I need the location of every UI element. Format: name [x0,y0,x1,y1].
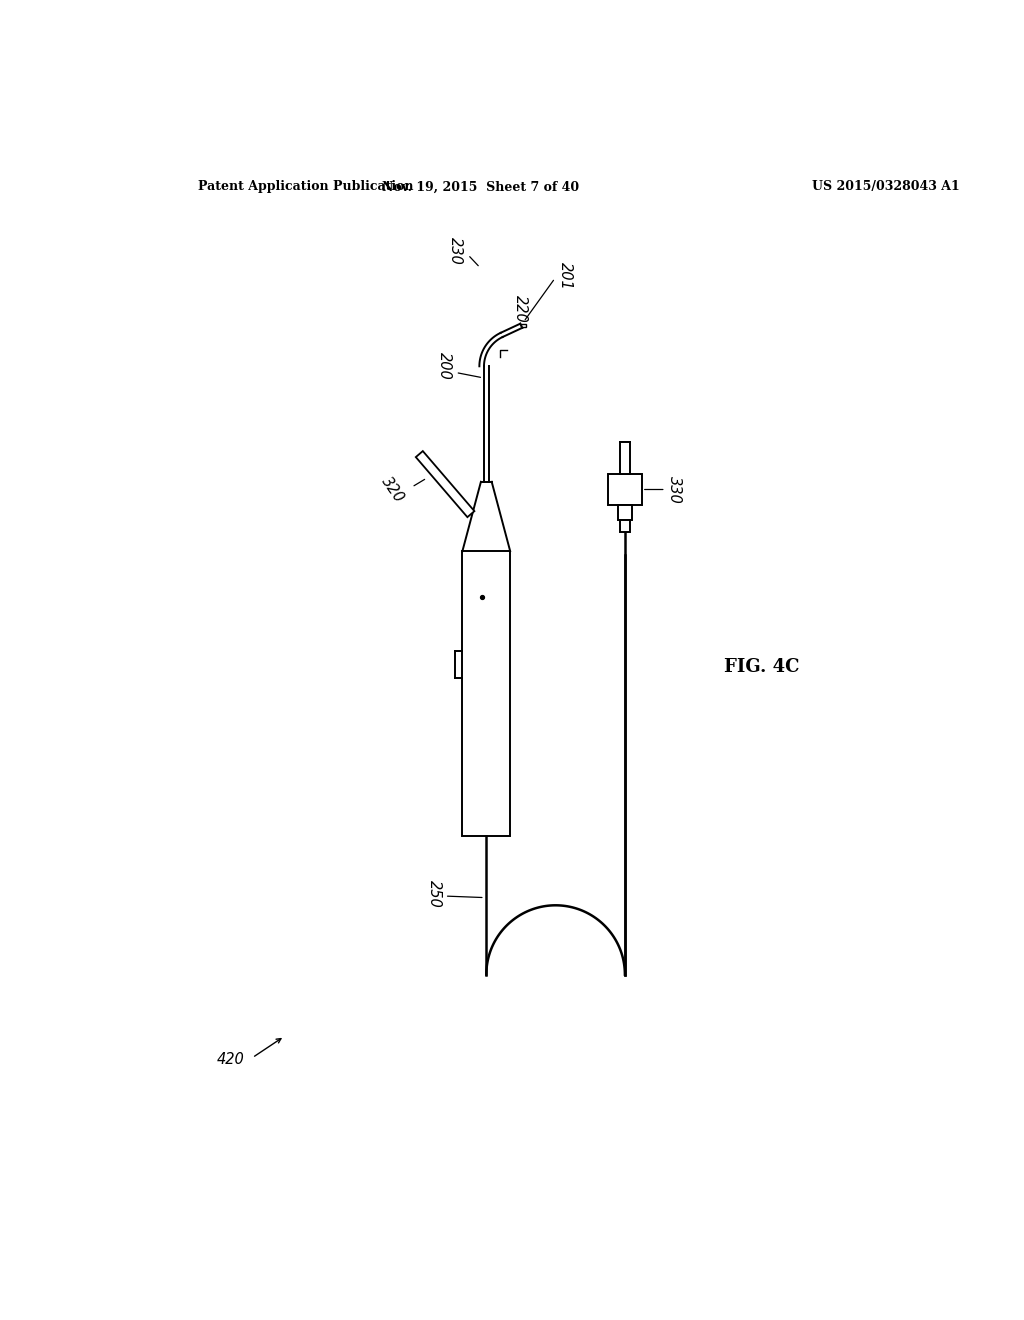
Bar [608,474,642,506]
Text: Nov. 19, 2015  Sheet 7 of 40: Nov. 19, 2015 Sheet 7 of 40 [382,181,580,194]
FancyBboxPatch shape [521,323,525,327]
Text: 420: 420 [217,1052,245,1067]
Polygon shape [416,451,474,517]
Bar [621,520,630,532]
Bar [463,552,510,836]
Text: 220: 220 [513,296,528,323]
Text: 330: 330 [668,475,682,503]
Text: 320: 320 [378,474,407,506]
Text: 230: 230 [449,236,463,265]
Bar [617,506,632,520]
Text: 201: 201 [558,261,573,289]
Text: 200: 200 [437,352,453,380]
Text: FIG. 4C: FIG. 4C [724,657,800,676]
Text: 250: 250 [427,880,442,908]
Text: Patent Application Publication: Patent Application Publication [199,181,414,194]
Bar [620,442,631,474]
Text: US 2015/0328043 A1: US 2015/0328043 A1 [812,181,959,194]
